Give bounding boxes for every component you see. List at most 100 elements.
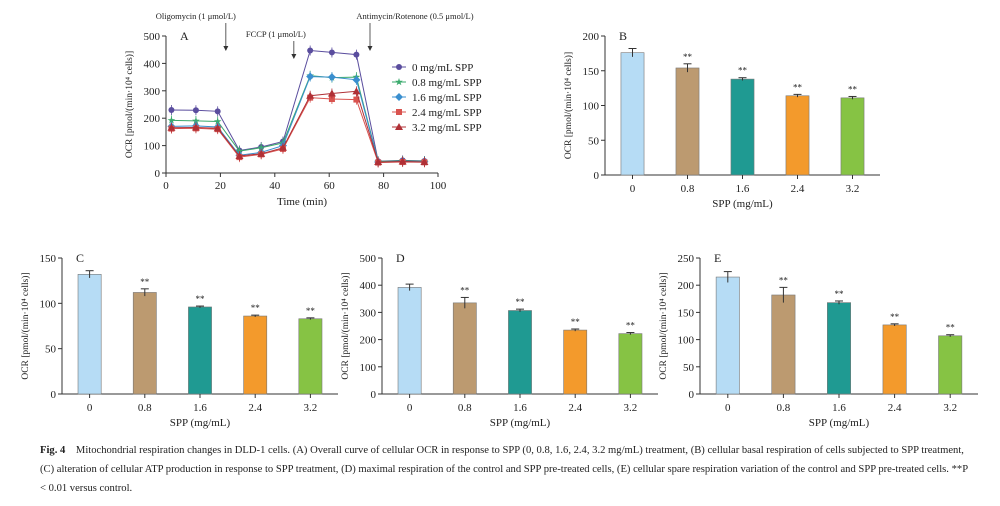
x-tick-label: 20 <box>215 180 227 192</box>
injection-annotation: Antimycin/Rotenone (0.5 μmol/L) <box>356 11 473 21</box>
bar <box>452 302 477 395</box>
data-point <box>396 109 402 115</box>
panel-label: D <box>396 251 405 265</box>
y-tick-label: 500 <box>144 31 161 43</box>
data-point <box>420 158 429 166</box>
bar <box>563 329 588 395</box>
data-point <box>328 96 335 103</box>
y-tick-label: 200 <box>583 31 600 43</box>
x-tick-label: 2.4 <box>248 402 262 414</box>
x-tick-label: 40 <box>269 180 281 192</box>
figure-caption: Fig. 4 Mitochondrial respiration changes… <box>40 441 975 498</box>
panel-label: B <box>619 29 627 43</box>
y-tick-label: 150 <box>40 253 57 265</box>
data-point <box>395 123 403 130</box>
injection-annotation: FCCP (1 μmol/L) <box>246 29 306 39</box>
legend-label: 0 mg/mL SPP <box>412 62 473 74</box>
panel-label: A <box>180 29 189 43</box>
legend-label: 1.6 mg/mL SPP <box>412 92 482 104</box>
x-tick-label: 0 <box>163 180 169 192</box>
panel-b-bar-chart: 0 50 100 150 200 OCR [pmol/(min·10⁴ cells)] B 0… <box>563 29 880 210</box>
x-tick-label: 0 <box>725 402 731 414</box>
significance-marker: ** <box>848 84 858 94</box>
panel-e-bar-chart: 0 50 100 150 200 250 OCR [pmol/(min·10⁴ cells)… <box>658 251 978 429</box>
legend-item: 0 mg/mL SPP <box>392 62 473 74</box>
significance-marker: ** <box>460 285 470 295</box>
significance-marker: ** <box>306 306 316 316</box>
injection-arrowhead <box>291 54 297 59</box>
x-tick-label: 1.6 <box>513 402 527 414</box>
bar <box>730 78 755 176</box>
caption-title: Mitochondrial respiration changes in DLD… <box>75 445 291 456</box>
x-tick-label: 2.4 <box>568 402 582 414</box>
bar <box>243 315 268 395</box>
data-point <box>168 106 175 113</box>
y-tick-label: 150 <box>678 307 695 319</box>
significance-marker: ** <box>571 317 581 327</box>
x-axis-label: SPP (mg/mL) <box>809 417 870 429</box>
y-tick-label: 100 <box>360 362 377 374</box>
data-point <box>306 91 315 99</box>
y-axis-label: OCR [pmol/(min·10⁴ cells)] <box>124 51 135 158</box>
x-tick-label: 60 <box>324 180 336 192</box>
data-point <box>278 143 287 151</box>
legend-item: 3.2 mg/mL SPP <box>392 122 482 134</box>
caption-significance: **P < 0.01 versus control. <box>40 464 968 494</box>
bar <box>771 294 796 395</box>
y-tick-label: 500 <box>360 253 377 265</box>
y-tick-label: 100 <box>583 101 600 113</box>
data-point <box>307 47 314 54</box>
y-tick-label: 0 <box>689 389 695 401</box>
y-axis-label: OCR [pmol/(min·10⁴ cells)] <box>563 52 574 159</box>
data-point <box>353 96 360 103</box>
significance-marker: ** <box>738 66 748 76</box>
y-tick-label: 300 <box>144 86 161 98</box>
panel-d-bar-chart: 0 100 200 300 400 500 OCR [pmol/(min·10⁴ cells… <box>340 251 658 429</box>
significance-marker: ** <box>890 312 900 322</box>
y-tick-label: 400 <box>144 58 161 70</box>
y-tick-label: 150 <box>583 66 600 78</box>
x-tick-label: 0 <box>407 402 413 414</box>
bar <box>882 324 907 395</box>
injection-arrowhead <box>367 46 373 51</box>
x-tick-label: 3.2 <box>304 402 318 414</box>
legend-item: 1.6 mg/mL SPP <box>392 92 482 104</box>
injection-annotation: Oligomycin (1 μmol/L) <box>156 11 236 21</box>
significance-marker: ** <box>946 323 956 333</box>
series-line <box>167 86 429 168</box>
y-axis-label: OCR [pmol/(min·10⁴ cells)] <box>658 272 669 379</box>
y-tick-label: 200 <box>360 335 377 347</box>
legend-label: 3.2 mg/mL SPP <box>412 122 482 134</box>
data-point <box>257 143 265 151</box>
bar <box>938 335 963 395</box>
bar <box>508 310 532 395</box>
x-tick-label: 0.8 <box>138 402 152 414</box>
significance-marker: ** <box>683 52 693 62</box>
injection-arrowhead <box>223 46 229 51</box>
panel-c-bar-chart: 0 50 100 150 OCR [pmol/(min·10⁴ cells)] C 0 ** 0… <box>20 251 338 429</box>
bar <box>77 274 102 395</box>
x-axis-label: Time (min) <box>277 196 327 208</box>
y-tick-label: 200 <box>678 280 695 292</box>
data-point <box>327 73 336 82</box>
bar <box>715 276 740 395</box>
x-axis-label: SPP (mg/mL) <box>170 417 231 429</box>
bar <box>397 287 422 395</box>
legend-label: 2.4 mg/mL SPP <box>412 107 482 119</box>
data-point <box>352 75 361 84</box>
bar <box>132 292 157 395</box>
x-tick-label: 100 <box>430 180 447 192</box>
x-tick-label: 0 <box>630 183 636 195</box>
y-tick-label: 0 <box>594 170 600 182</box>
data-point <box>306 72 315 81</box>
data-point <box>167 116 176 124</box>
y-tick-label: 0 <box>155 168 161 180</box>
data-point <box>192 107 199 114</box>
data-point <box>353 51 360 58</box>
y-tick-label: 50 <box>45 344 57 356</box>
caption-body: (A) Overall curve of cellular OCR in res… <box>40 445 964 475</box>
y-axis-label: OCR [pmol/(min·10⁴ cells)] <box>340 272 351 379</box>
data-point <box>396 64 402 70</box>
data-point <box>352 87 361 95</box>
y-tick-label: 0 <box>51 389 57 401</box>
